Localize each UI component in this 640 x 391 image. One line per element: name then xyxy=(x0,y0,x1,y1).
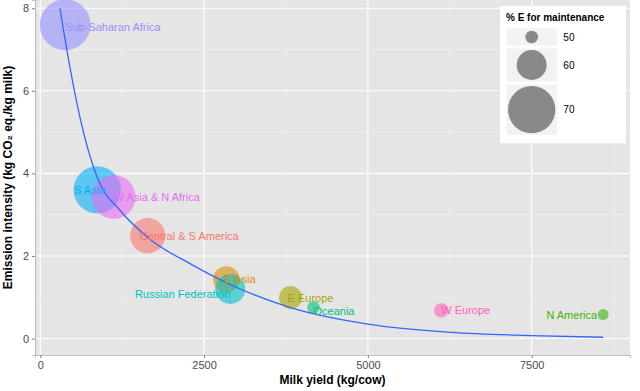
tick: 7500 xyxy=(520,355,544,371)
legend-symbol xyxy=(508,86,555,133)
legend-title: % E for maintenance xyxy=(506,12,605,23)
legend-key xyxy=(506,48,557,82)
tick-mark xyxy=(40,355,41,358)
legend-box xyxy=(500,6,626,143)
tick-label: 5000 xyxy=(356,359,380,371)
tick-label: 0 xyxy=(23,333,29,345)
legend-label: 60 xyxy=(563,60,575,71)
point-labels: Sub-Saharan Africa S Asia W Asia & N Afric… xyxy=(65,21,598,321)
bubble xyxy=(598,309,609,320)
y-axis-title: Emission intensity (kg CO₂ eq./kg milk) xyxy=(1,66,15,289)
tick-mark xyxy=(32,8,35,9)
tick: 6 xyxy=(23,85,35,97)
legend-key xyxy=(506,84,557,135)
legend-symbol xyxy=(517,50,547,80)
plot-area xyxy=(40,0,609,337)
point-label: S Asia xyxy=(74,184,106,196)
tick-label: 0 xyxy=(38,359,44,371)
point-label: Sub-Saharan Africa xyxy=(65,21,161,33)
tick-label: 7500 xyxy=(520,359,544,371)
tick: 2 xyxy=(23,250,35,262)
tick-label: 2 xyxy=(23,250,29,262)
grid-line xyxy=(40,0,41,355)
plot-background xyxy=(35,0,630,355)
point-label: Russian Federation xyxy=(135,288,230,300)
tick-mark xyxy=(32,338,35,339)
tick: 0 xyxy=(38,355,44,371)
legend-label: 70 xyxy=(563,104,575,115)
tick: 8 xyxy=(23,2,35,14)
point-label: W Asia & N Africa xyxy=(114,191,201,203)
tick-label: 4 xyxy=(23,167,29,179)
grid-line xyxy=(35,255,630,256)
tick-mark xyxy=(368,355,369,358)
tick: 4 xyxy=(23,167,35,179)
x-axis-title: Milk yield (kg/cow) xyxy=(279,373,385,387)
point-label: Central & S America xyxy=(140,230,240,242)
grid-line xyxy=(367,0,368,355)
legend: % E for maintenance 50 60 70 xyxy=(500,6,626,143)
grid xyxy=(35,0,630,355)
axis-line xyxy=(36,356,631,359)
tick-mark xyxy=(32,91,35,92)
tick-label: 8 xyxy=(23,2,29,14)
point-label: Oceania xyxy=(313,305,355,317)
tick-label: 2500 xyxy=(192,359,216,371)
grid-line xyxy=(35,173,630,174)
legend-label: 50 xyxy=(563,32,575,43)
minor-grid-line xyxy=(449,0,450,355)
x-axis: 0 2500 5000 7500 xyxy=(36,355,631,371)
tick-mark xyxy=(32,173,35,174)
tick-mark xyxy=(204,355,205,358)
tick: 2500 xyxy=(192,355,216,371)
tick: 5000 xyxy=(356,355,380,371)
point-label: N America xyxy=(546,309,598,321)
tick-mark xyxy=(532,355,533,358)
fit-line xyxy=(60,8,603,337)
axis-line xyxy=(32,1,36,356)
y-axis: 0 2 4 6 8 xyxy=(23,1,36,356)
legend-key xyxy=(506,28,557,46)
grid-line xyxy=(35,338,630,339)
grid-line xyxy=(204,0,205,355)
tick-label: 6 xyxy=(23,85,29,97)
tick-mark xyxy=(32,256,35,257)
tick: 0 xyxy=(23,333,35,345)
point-label: E Asia xyxy=(224,273,256,285)
point-label: W Europe xyxy=(441,304,490,316)
chart: Sub-Saharan Africa S Asia W Asia & N Afric… xyxy=(0,0,640,391)
point-label: E Europe xyxy=(288,292,334,304)
legend-symbol xyxy=(525,31,538,44)
